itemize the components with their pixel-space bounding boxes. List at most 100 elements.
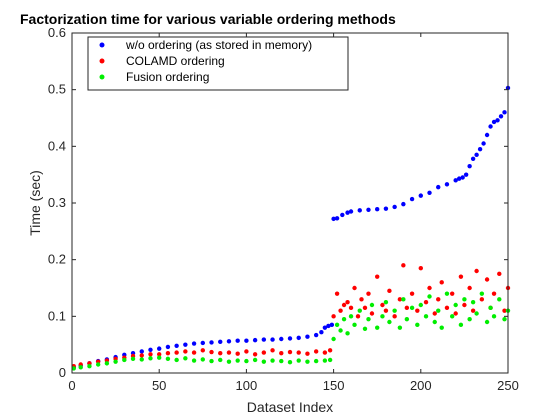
data-point [481, 141, 485, 145]
data-point [183, 342, 187, 346]
data-point [410, 291, 414, 295]
data-point [497, 272, 501, 276]
data-point [356, 314, 360, 318]
data-point [366, 317, 370, 321]
data-point [338, 328, 342, 332]
y-axis-label: Time (sec) [27, 170, 43, 236]
data-point [488, 306, 492, 310]
data-point [471, 300, 475, 304]
data-point [338, 308, 342, 312]
y-tick-label: 0.1 [48, 308, 66, 323]
data-point [392, 205, 396, 209]
data-point [375, 325, 379, 329]
data-point [227, 339, 231, 343]
legend-label: w/o ordering (as stored in memory) [125, 38, 312, 52]
data-point [363, 306, 367, 310]
data-point [166, 357, 170, 361]
data-point [453, 311, 457, 315]
data-point [140, 357, 144, 361]
legend-marker [100, 43, 105, 48]
data-point [480, 291, 484, 295]
data-point [174, 350, 178, 354]
data-point [235, 358, 239, 362]
data-point [270, 358, 274, 362]
data-point [157, 356, 161, 360]
data-point [419, 266, 423, 270]
data-point [279, 337, 283, 341]
data-point [340, 213, 344, 217]
data-point [253, 358, 257, 362]
data-point [323, 358, 327, 362]
data-point [209, 350, 213, 354]
data-point [201, 348, 205, 352]
data-point [314, 359, 318, 363]
data-point [445, 182, 449, 186]
y-tick-label: 0.5 [48, 82, 66, 97]
legend-label: COLAMD ordering [126, 54, 225, 68]
data-point [401, 202, 405, 206]
data-point [401, 263, 405, 267]
data-point [460, 175, 464, 179]
data-point [366, 291, 370, 295]
data-point [209, 340, 213, 344]
data-point [363, 327, 367, 331]
data-point [349, 306, 353, 310]
data-point [410, 306, 414, 310]
data-point [499, 114, 503, 118]
data-point [480, 297, 484, 301]
data-point [218, 340, 222, 344]
data-point [227, 359, 231, 363]
data-point [166, 345, 170, 349]
data-point [342, 303, 346, 307]
data-point [419, 193, 423, 197]
data-point [502, 317, 506, 321]
data-point [235, 339, 239, 343]
data-point [352, 286, 356, 290]
data-point [398, 325, 402, 329]
data-point [427, 286, 431, 290]
data-point [342, 317, 346, 321]
data-point [405, 306, 409, 310]
data-point [131, 357, 135, 361]
data-point [330, 323, 334, 327]
x-tick-label: 250 [497, 378, 519, 393]
data-point [113, 359, 117, 363]
data-point [450, 291, 454, 295]
data-point [485, 133, 489, 137]
data-point [445, 291, 449, 295]
data-point [183, 349, 187, 353]
data-point [262, 337, 266, 341]
data-point [485, 277, 489, 281]
data-point [253, 352, 257, 356]
data-point [192, 358, 196, 362]
data-point [262, 350, 266, 354]
data-point [370, 311, 374, 315]
data-point [87, 364, 91, 368]
data-point [174, 344, 178, 348]
y-tick-label: 0 [59, 365, 66, 380]
y-tick-label: 0.4 [48, 138, 66, 153]
data-point [427, 294, 431, 298]
data-point [288, 336, 292, 340]
data-point [497, 297, 501, 301]
data-point [201, 341, 205, 345]
data-point [227, 350, 231, 354]
data-point [495, 118, 499, 122]
data-point [335, 291, 339, 295]
data-point [148, 348, 152, 352]
data-point [436, 308, 440, 312]
data-point [492, 314, 496, 318]
legend-marker [100, 75, 105, 80]
data-point [209, 359, 213, 363]
data-point [319, 330, 323, 334]
data-point [314, 349, 318, 353]
data-point [478, 147, 482, 151]
data-point [244, 339, 248, 343]
data-point [502, 110, 506, 114]
data-point [235, 352, 239, 356]
data-point [331, 337, 335, 341]
data-point [192, 341, 196, 345]
data-point [436, 297, 440, 301]
data-point [140, 349, 144, 353]
data-point [288, 350, 292, 354]
